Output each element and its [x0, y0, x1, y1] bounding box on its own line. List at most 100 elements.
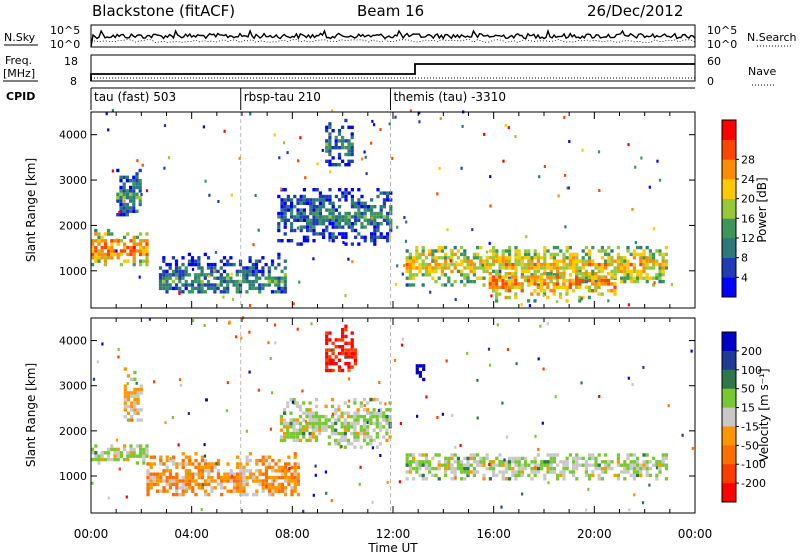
- range-cell: [508, 460, 512, 464]
- range-cell: [376, 235, 380, 239]
- colorbar-tick-label: -50: [741, 439, 759, 452]
- range-cell: [136, 408, 140, 412]
- range-cell: [242, 492, 246, 497]
- range-cell: [594, 275, 598, 279]
- range-cell: [135, 461, 139, 465]
- range-cell: [197, 482, 201, 487]
- range-cell: [279, 435, 283, 439]
- range-cell: [261, 266, 265, 270]
- range-cell: [600, 269, 604, 274]
- range-cell: [382, 435, 386, 439]
- range-cell: [450, 470, 454, 474]
- range-cell: [172, 482, 176, 487]
- range-cell: [347, 365, 351, 369]
- range-cell: [194, 452, 198, 456]
- range-cell: [94, 444, 98, 448]
- range-cell: [139, 387, 143, 392]
- range-cell: [286, 425, 290, 429]
- range-cell: [568, 453, 572, 457]
- range-cell: [620, 269, 624, 274]
- range-cell: [334, 146, 338, 150]
- range-cell: [306, 215, 310, 219]
- range-cell: [314, 438, 319, 443]
- range-cell: [540, 466, 544, 471]
- range-cell: [540, 273, 544, 277]
- range-cell: [476, 276, 480, 280]
- range-cell: [129, 192, 133, 196]
- range-cell: [460, 466, 464, 471]
- range-cell: [588, 453, 592, 457]
- range-cell: [174, 276, 179, 280]
- range-cell: [376, 222, 380, 226]
- range-cell: [328, 198, 332, 202]
- range-cell: [210, 286, 214, 291]
- range-cell: [216, 286, 220, 291]
- range-cell: [171, 286, 175, 291]
- range-cell: [652, 252, 656, 257]
- range-cell: [334, 362, 338, 366]
- range-cell: [418, 460, 422, 464]
- range-cell: [190, 256, 195, 260]
- range-cell: [162, 469, 166, 473]
- range-cell: [434, 453, 438, 457]
- range-cell: [123, 249, 127, 253]
- range-cell: [565, 299, 569, 303]
- range-cell: [162, 286, 166, 291]
- range-cell: [364, 155, 367, 159]
- range-cell: [314, 473, 317, 477]
- range-cell: [325, 348, 329, 352]
- range-cell: [623, 477, 627, 481]
- range-cell: [175, 482, 179, 487]
- range-cell: [408, 262, 412, 267]
- range-cell: [642, 266, 646, 270]
- range-cell: [152, 479, 156, 483]
- range-cell: [331, 109, 334, 113]
- range-cell: [626, 276, 630, 280]
- range-cell: [344, 348, 348, 352]
- range-cell: [220, 479, 224, 483]
- range-cell: [314, 414, 319, 419]
- range-cell: [194, 286, 198, 291]
- range-cell: [444, 456, 448, 461]
- range-cell: [135, 182, 139, 186]
- range-cell: [184, 455, 188, 459]
- range-cell: [623, 466, 627, 471]
- range-cell: [255, 489, 259, 493]
- range-cell: [328, 215, 332, 219]
- range-cell: [289, 435, 293, 439]
- range-cell: [562, 269, 566, 274]
- range-cell: [463, 273, 467, 277]
- cpid-segment-label: tau (fast) 503: [94, 90, 176, 104]
- range-cell: [340, 425, 344, 429]
- range-cell: [356, 431, 360, 436]
- range-cell: [428, 460, 432, 464]
- range-cell: [116, 447, 120, 452]
- range-cell: [508, 259, 512, 263]
- range-cell: [267, 273, 271, 277]
- range-cell: [174, 266, 179, 270]
- range-cell: [645, 453, 649, 457]
- range-cell: [670, 283, 673, 287]
- range-cell: [543, 266, 547, 270]
- range-cell: [238, 290, 243, 294]
- range-cell: [488, 278, 492, 283]
- range-cell: [492, 460, 496, 464]
- range-cell: [174, 269, 179, 274]
- range-cell: [277, 465, 281, 470]
- range-cell: [405, 276, 409, 280]
- range-cell: [540, 279, 544, 284]
- range-cell: [270, 259, 275, 263]
- colorbar-tick-label: -200: [741, 477, 766, 490]
- range-cell: [524, 256, 528, 260]
- range-cell: [280, 482, 284, 487]
- range-cell: [318, 431, 322, 436]
- range-cell: [354, 218, 358, 222]
- range-cell: [159, 472, 163, 476]
- range-cell: [584, 460, 588, 464]
- range-cell: [639, 273, 643, 277]
- range-cell: [498, 292, 502, 296]
- range-cell: [652, 262, 656, 267]
- range-cell: [610, 259, 614, 263]
- range-cell: [133, 411, 137, 415]
